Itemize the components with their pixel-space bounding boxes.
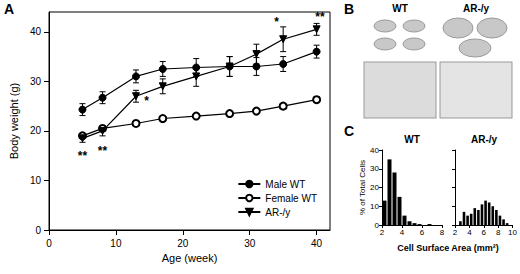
svg-text:A: A (4, 1, 14, 17)
svg-text:8: 8 (440, 228, 445, 237)
svg-text:2: 2 (380, 228, 385, 237)
svg-text:30: 30 (370, 164, 379, 173)
svg-text:WT: WT (404, 134, 420, 145)
svg-text:10: 10 (110, 238, 122, 249)
svg-text:20: 20 (30, 125, 42, 136)
svg-text:4: 4 (400, 228, 405, 237)
svg-text:Male WT: Male WT (265, 179, 305, 190)
svg-text:AR-/y: AR-/y (463, 3, 490, 14)
svg-text:40: 40 (370, 146, 379, 155)
svg-text:*: * (274, 15, 279, 29)
svg-text:Cell Surface Area (mm²): Cell Surface Area (mm²) (397, 243, 499, 253)
svg-text:% of Total Cells: % of Total Cells (358, 160, 367, 215)
svg-text:8: 8 (496, 228, 501, 237)
svg-text:0: 0 (35, 225, 41, 236)
svg-text:10: 10 (508, 228, 517, 237)
svg-text:10: 10 (370, 202, 379, 211)
svg-text:C: C (344, 123, 354, 139)
svg-text:*: * (144, 94, 149, 108)
svg-text:WT: WT (392, 3, 408, 14)
svg-text:30: 30 (244, 238, 256, 249)
svg-text:10: 10 (30, 175, 42, 186)
svg-text:30: 30 (30, 76, 42, 87)
svg-text:6: 6 (482, 228, 487, 237)
svg-text:0: 0 (46, 238, 52, 249)
svg-text:**: ** (315, 10, 325, 24)
svg-text:0: 0 (374, 220, 379, 230)
svg-text:4: 4 (467, 228, 472, 237)
svg-text:6: 6 (420, 228, 425, 237)
svg-text:40: 40 (30, 26, 42, 37)
svg-text:**: ** (98, 144, 108, 158)
svg-text:2: 2 (453, 228, 458, 237)
svg-text:Female WT: Female WT (265, 193, 317, 204)
svg-text:**: ** (78, 149, 88, 163)
svg-text:Body weight (g): Body weight (g) (8, 83, 20, 159)
svg-text:B: B (344, 1, 354, 17)
svg-text:20: 20 (370, 183, 379, 192)
svg-text:AR-/y: AR-/y (471, 134, 498, 145)
svg-text:AR-/y: AR-/y (265, 207, 290, 218)
svg-text:20: 20 (177, 238, 189, 249)
svg-text:40: 40 (311, 238, 323, 249)
svg-text:Age (week): Age (week) (162, 252, 218, 264)
